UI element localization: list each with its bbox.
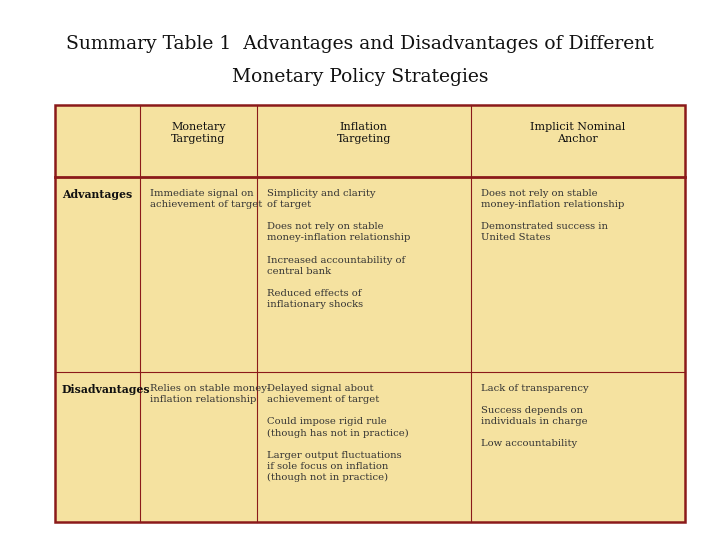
Text: Implicit Nominal
Anchor: Implicit Nominal Anchor (530, 122, 626, 144)
Text: Monetary Policy Strategies: Monetary Policy Strategies (232, 68, 488, 86)
Text: Inflation
Targeting: Inflation Targeting (336, 122, 391, 144)
Text: Does not rely on stable
money-inflation relationship

Demonstrated success in
Un: Does not rely on stable money-inflation … (481, 189, 624, 242)
Text: Relies on stable money-
inflation relationship: Relies on stable money- inflation relati… (150, 384, 270, 404)
Text: Summary Table 1  Advantages and Disadvantages of Different: Summary Table 1 Advantages and Disadvant… (66, 35, 654, 53)
Text: Lack of transparency

Success depends on
individuals in charge

Low accountabili: Lack of transparency Success depends on … (481, 384, 588, 449)
Text: Simplicity and clarity
of target

Does not rely on stable
money-inflation relati: Simplicity and clarity of target Does no… (266, 189, 410, 309)
Text: Advantages: Advantages (62, 189, 132, 200)
Text: Monetary
Targeting: Monetary Targeting (171, 122, 225, 144)
Text: Immediate signal on
achievement of target: Immediate signal on achievement of targe… (150, 189, 262, 209)
Text: Delayed signal about
achievement of target

Could impose rigid rule
(though has : Delayed signal about achievement of targ… (266, 384, 408, 482)
Text: Disadvantages: Disadvantages (62, 384, 150, 395)
Bar (55, 105, 685, 522)
